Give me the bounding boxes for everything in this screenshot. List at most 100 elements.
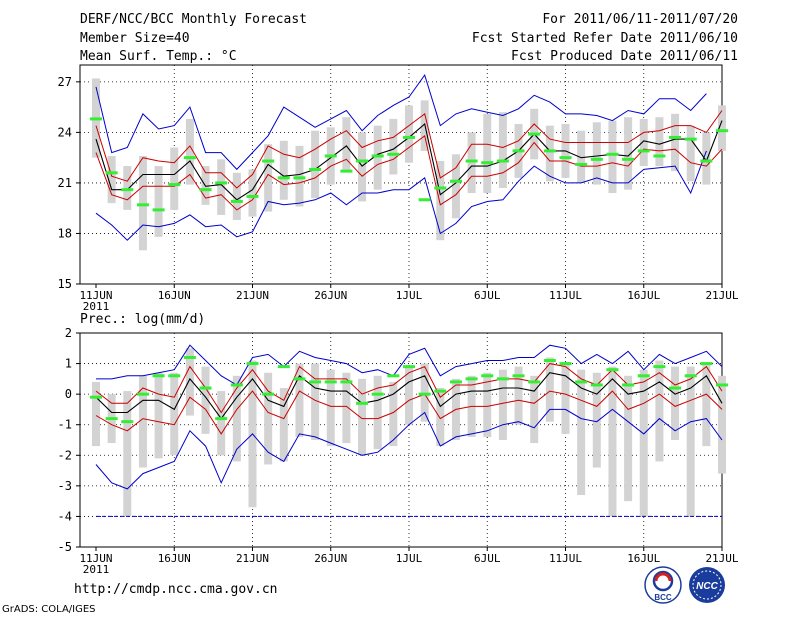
panel-prec-ytick-label: -5 <box>58 540 72 554</box>
panel-prec-spread-bar <box>326 369 335 447</box>
panel-prec-spread-bar <box>718 375 726 474</box>
panel-prec-xtick-label: 11JUL <box>549 552 582 565</box>
panel-prec-ytick-label: 1 <box>65 357 72 371</box>
panel-prec-spread-bar <box>217 391 226 456</box>
panel-prec-spread-bar <box>655 360 664 462</box>
panel-prec-series-mean <box>95 372 723 420</box>
grads-credit: GrADS: COLA/IGES <box>2 604 96 615</box>
panel-temp-spread-bar <box>624 117 633 190</box>
panel-temp-spread-bar <box>279 140 288 200</box>
panel-temp-spread-bar <box>107 155 116 204</box>
panel-temp-ytick-label: 21 <box>58 176 72 190</box>
panel-temp-spread-bar <box>592 122 601 185</box>
panel-temp-spread-bar <box>170 147 179 210</box>
panel-temp-xtick-label: 16JUN <box>158 289 191 302</box>
panel-temp-xtick-label: 21JUL <box>705 289 738 302</box>
panel-prec-xtick-label: 6JUL <box>474 552 501 565</box>
panel-temp-spread-bar <box>217 159 226 215</box>
panel-prec-spread-bar <box>264 372 273 465</box>
panel-temp-spread-bar <box>154 166 163 237</box>
panel-prec-ytick-label: -2 <box>58 448 72 462</box>
source-url[interactable]: http://cmdp.ncc.cma.gov.cn <box>74 582 278 597</box>
panel-prec-spread-bar <box>577 369 586 496</box>
panel-temp-spread-bar <box>358 132 367 202</box>
panel-prec-series-max <box>96 344 723 386</box>
panel-temp-spread-bar <box>405 105 413 163</box>
panel-prec-spread-bar <box>420 363 429 422</box>
panel-temp-spread-bar <box>498 112 507 188</box>
panel-temp-spread-bar <box>123 166 132 210</box>
panel-temp-series-min <box>95 150 707 241</box>
panel-prec-xtick-label: 21JUN <box>236 552 269 565</box>
bcc-logo: BCC <box>644 566 682 604</box>
panel-prec-xtick-label: 1JUL <box>396 552 423 565</box>
panel-temp-xtick-label: 16JUL <box>627 289 660 302</box>
panel-prec-xtick-label: 16JUN <box>158 552 191 565</box>
panel-prec-spread-bar <box>154 372 163 459</box>
panel-prec-spread-bar <box>405 366 413 425</box>
panel-prec-spread-bar <box>639 369 648 517</box>
panel-temp-spread-bar <box>311 130 320 199</box>
panel-prec-spread-bar <box>702 363 711 447</box>
panel-temp-spread-bar <box>639 118 648 167</box>
panel-prec-spread-bar <box>185 348 194 416</box>
panel-prec-xtick-label: 11JUN <box>79 552 112 565</box>
panel-temp-year-label: 2011 <box>83 300 110 313</box>
panel-temp-spread-bar <box>686 125 695 182</box>
panel-prec-spread-bar <box>592 372 601 468</box>
panel-prec-spread-bar <box>92 381 100 447</box>
panel-temp-spread-bar <box>467 132 476 194</box>
panel-temp-series-max <box>95 73 707 171</box>
panel-temp-spread-bar <box>436 161 445 241</box>
panel-temp-ytick-label: 24 <box>58 125 72 139</box>
panel-prec-spread-bar <box>138 375 147 468</box>
forecast-start-date: Fcst Started Refer Date 2011/06/10 <box>471 31 738 46</box>
panel-temp-xtick-label: 11JUL <box>549 289 582 302</box>
panel-temp-spread-bar <box>232 172 241 220</box>
panel-prec-spread-bar <box>170 372 179 456</box>
panel-prec-spread-bar <box>295 363 304 437</box>
temp-variable-label: Mean Surf. Temp.: °C <box>80 49 237 64</box>
panel-temp-spread-bar <box>483 113 492 194</box>
panel-prec-spread-bar <box>201 366 210 434</box>
panel-prec-spread-bar <box>279 388 288 462</box>
panel-temp-xtick-label: 1JUL <box>396 289 423 302</box>
panel-prec-spread-bar <box>545 357 554 422</box>
panel-prec-spread-bar <box>232 375 241 462</box>
ncc-logo: NCC <box>689 567 725 603</box>
panel-prec-ytick-label: 0 <box>65 387 72 401</box>
panel-prec-xtick-label: 21JUL <box>705 552 738 565</box>
panel-prec-spread-bar <box>686 366 695 517</box>
panel-temp-ytick-label: 15 <box>58 277 72 291</box>
panel-temp-spread-bar <box>373 125 382 190</box>
forecast-produced-date: Fcst Produced Date 2011/06/11 <box>511 49 738 64</box>
forecast-period: For 2011/06/11-2011/07/20 <box>542 12 738 27</box>
panel-temp-frame <box>79 64 723 285</box>
panel-prec-ytick-label: 2 <box>65 326 72 340</box>
panel-temp-spread-bar <box>389 118 398 175</box>
panel-prec-xtick-label: 16JUL <box>627 552 660 565</box>
prec-variable-label: Prec.: log(mm/d) <box>80 312 205 327</box>
panel-temp-ytick-label: 27 <box>58 75 72 89</box>
panel-temp-spread-bar <box>718 105 726 151</box>
panel-temp-series-upper <box>95 110 723 189</box>
panel-temp-spread-bar <box>138 155 147 251</box>
panel-temp-ytick-label: 18 <box>58 226 72 240</box>
panel-temp-spread-bar <box>655 117 664 167</box>
panel-temp-spread-bar <box>545 125 554 182</box>
panel-prec-series-upper <box>95 363 723 414</box>
panel-temp-spread-bar <box>577 130 586 183</box>
panel-prec-ytick-label: -3 <box>58 479 72 493</box>
panel-prec-spread-bar <box>373 375 382 450</box>
panel-temp-xtick-label: 26JUN <box>314 289 347 302</box>
panel-prec-spread-bar <box>342 372 351 444</box>
panel-prec-spread-bar <box>311 363 320 440</box>
panel-temp-spread-bar <box>248 169 257 217</box>
panel-temp-spread-bar <box>608 120 617 194</box>
panel-prec-spread-bar <box>530 375 539 444</box>
panel-prec-series-lower <box>95 390 723 435</box>
panel-temp-spread-bar <box>671 113 680 172</box>
panel-prec-spread-bar <box>671 366 680 440</box>
chart-title: DERF/NCC/BCC Monthly Forecast <box>80 12 307 27</box>
